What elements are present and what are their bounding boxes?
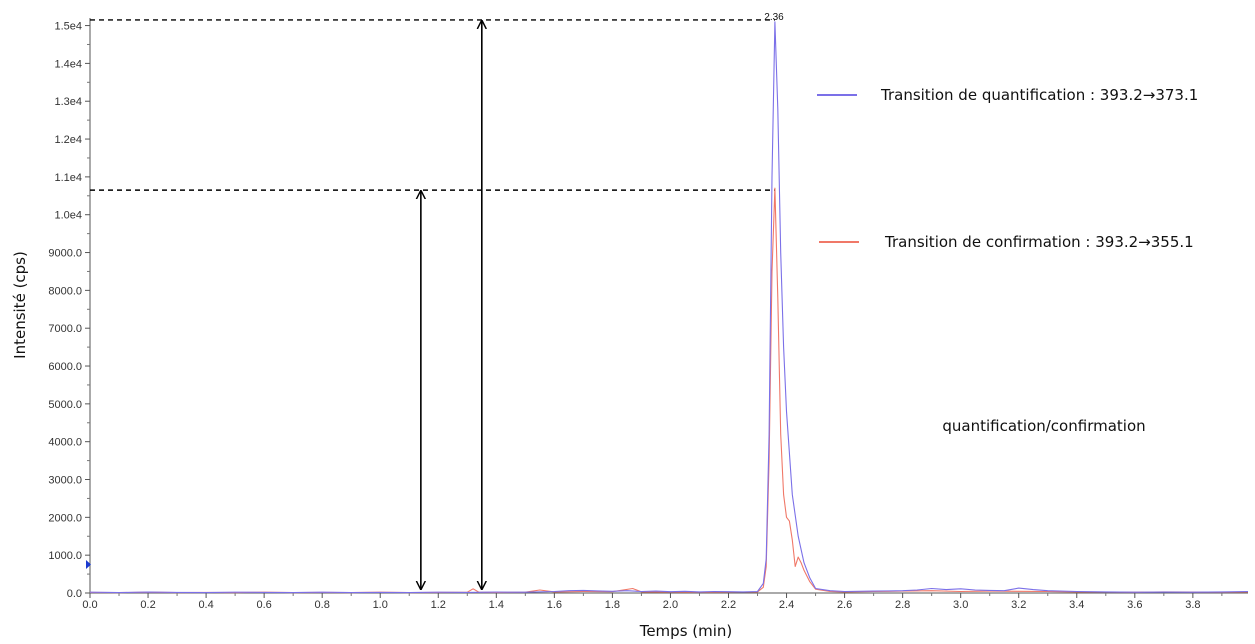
x-tick-label: 0.8 bbox=[315, 599, 330, 611]
y-tick-label: 8000.0 bbox=[48, 285, 82, 297]
y-tick-label: 6000.0 bbox=[48, 361, 82, 373]
series-layer bbox=[89, 21, 1249, 594]
y-tick-label: 7000.0 bbox=[48, 323, 82, 335]
peak-label: 2.36 bbox=[764, 12, 784, 23]
y-tick-label: 1.0e4 bbox=[54, 210, 82, 222]
x-ticks: 0.0 0.2 0.4 0.6 0.8 1.0 1.2 1.4 1.6 1.8 2.0 2.2 2.4 2… bbox=[82, 593, 1223, 611]
y-tick-label: 2000.0 bbox=[48, 512, 82, 524]
legend-label-confirmation: Transition de confirmation : 393.2→355.1 bbox=[884, 233, 1194, 251]
x-tick-label: 2.4 bbox=[779, 599, 794, 611]
y-tick-label: 1000.0 bbox=[48, 550, 82, 562]
legend: Transition de quantification : 393.2→373… bbox=[817, 86, 1198, 251]
y-tick-label: 1.4e4 bbox=[54, 58, 82, 70]
y-tick-label: 1.1e4 bbox=[54, 172, 82, 184]
y-axis-title: Intensité (cps) bbox=[11, 251, 29, 359]
x-tick-label: 1.2 bbox=[431, 599, 446, 611]
y-tick-label: 4000.0 bbox=[48, 437, 82, 449]
y-tick-label: 1.3e4 bbox=[54, 96, 82, 108]
axes bbox=[89, 18, 1248, 594]
x-tick-label: 3.2 bbox=[1011, 599, 1026, 611]
x-tick-label: 1.6 bbox=[547, 599, 562, 611]
y-tick-label: 1.5e4 bbox=[54, 21, 82, 33]
x-tick-label: 2.2 bbox=[721, 599, 736, 611]
x-tick-label: 0.2 bbox=[140, 599, 155, 611]
y-tick-label: 1.2e4 bbox=[54, 134, 82, 146]
y-tick-label: 0.0 bbox=[67, 588, 82, 600]
y-tick-label: 9000.0 bbox=[48, 248, 82, 260]
y-tick-label: 5000.0 bbox=[48, 399, 82, 411]
x-tick-label: 1.4 bbox=[489, 599, 504, 611]
x-tick-label: 3.8 bbox=[1185, 599, 1200, 611]
x-axis-title: Temps (min) bbox=[639, 622, 733, 640]
y-tick-label: 3000.0 bbox=[48, 475, 82, 487]
legend-label-quantification: Transition de quantification : 393.2→373… bbox=[880, 86, 1198, 104]
x-tick-label: 0.0 bbox=[82, 599, 97, 611]
series-quantification-line bbox=[89, 21, 1249, 594]
x-tick-label: 3.0 bbox=[953, 599, 968, 611]
x-tick-label: 1.0 bbox=[373, 599, 388, 611]
x-tick-label: 2.0 bbox=[663, 599, 678, 611]
marker-triangle-icon bbox=[86, 560, 91, 569]
x-tick-label: 0.4 bbox=[198, 599, 213, 611]
x-tick-label: 2.6 bbox=[837, 599, 852, 611]
ratio-annotation: quantification/confirmation bbox=[942, 417, 1145, 435]
x-tick-label: 0.6 bbox=[256, 599, 271, 611]
level-guides bbox=[90, 19, 775, 589]
x-tick-label: 3.6 bbox=[1127, 599, 1142, 611]
x-tick-label: 1.8 bbox=[605, 599, 620, 611]
y-ticks: 0.0 1000.0 2000.0 3000.0 4000.0 5000.0 6000.0 7… bbox=[48, 21, 90, 600]
x-tick-label: 2.8 bbox=[895, 599, 910, 611]
x-tick-label: 3.4 bbox=[1069, 599, 1084, 611]
